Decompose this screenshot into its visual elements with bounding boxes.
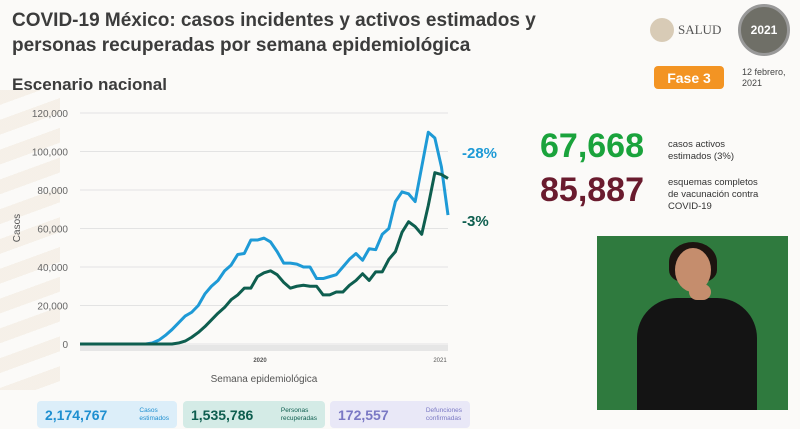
stat-estimated-cases: 2,174,767 Casos estimados bbox=[37, 401, 177, 428]
x-year-label: 2020 bbox=[253, 358, 267, 364]
y-tick-label: 20,000 bbox=[37, 302, 68, 313]
x-axis-band bbox=[80, 345, 448, 351]
sign-language-interpreter-video bbox=[597, 236, 788, 410]
line-chart: 0 20,000 40,000 60,000 80,000 100,000 120,000 2… bbox=[12, 109, 497, 385]
vaccination-value: 85,887 bbox=[540, 171, 644, 209]
series-line-estimated bbox=[80, 130, 450, 346]
active-cases-value: 67,668 bbox=[540, 127, 644, 165]
y-tick-label: 80,000 bbox=[37, 186, 68, 197]
active-cases-label: casos activos estimados (3%) bbox=[668, 139, 734, 162]
series-line-active bbox=[80, 171, 449, 346]
year-logo: 2021 bbox=[738, 4, 790, 56]
subtitle: Escenario nacional bbox=[12, 75, 167, 94]
seal-icon bbox=[650, 18, 674, 42]
y-tick-label: 60,000 bbox=[37, 225, 68, 236]
x-axis-title: Semana epidemiológica bbox=[211, 374, 318, 385]
y-tick-label: 120,000 bbox=[32, 109, 69, 120]
vaccination-label: esquemas completos de vacunación contra CO… bbox=[668, 177, 759, 212]
salud-logo: SALUD bbox=[650, 18, 721, 42]
y-tick-label: 0 bbox=[62, 340, 68, 351]
y-tick-label: 40,000 bbox=[37, 263, 68, 274]
series-change-annotation: -3% bbox=[462, 213, 489, 230]
page-title: COVID-19 México: casos incidentes y acti… bbox=[12, 10, 536, 56]
stat-recovered: 1,535,786 Personas recuperadas bbox=[183, 401, 325, 428]
stat-deaths: 172,557 Defunciones confirmadas bbox=[330, 401, 470, 428]
y-tick-label: 100,000 bbox=[32, 148, 69, 159]
series-change-annotation: -28% bbox=[462, 145, 497, 162]
date: 12 febrero, 2021 bbox=[742, 67, 786, 88]
phase-badge: Fase 3 bbox=[654, 66, 724, 89]
x-year-label: 2021 bbox=[433, 358, 447, 364]
y-axis-title: Casos bbox=[12, 214, 23, 242]
background-decoration bbox=[0, 90, 60, 390]
